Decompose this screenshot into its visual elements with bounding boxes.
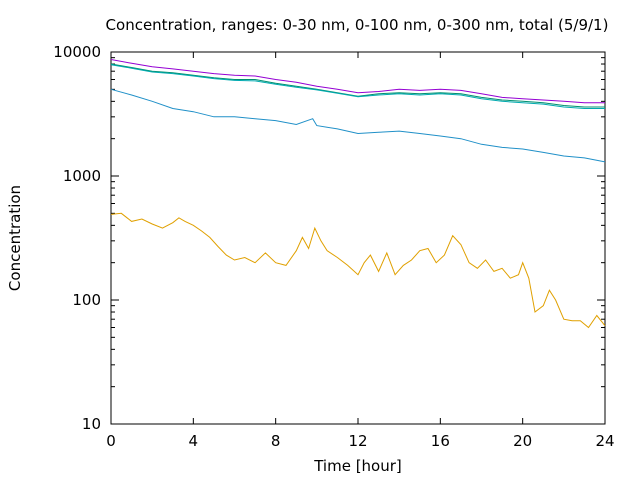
y-tick-label: 100 bbox=[72, 291, 101, 309]
series-line-3 bbox=[110, 63, 605, 108]
y-tick-label: 10000 bbox=[53, 43, 101, 61]
x-tick-label: 16 bbox=[431, 432, 450, 450]
y-tick-label: 10 bbox=[82, 415, 101, 433]
axis-ticks: 0 4 8 12 16 20 24 10 100 1000 10000 bbox=[53, 43, 614, 450]
x-tick-label: 12 bbox=[348, 432, 367, 450]
x-tick-label: 0 bbox=[106, 432, 116, 450]
series-group bbox=[110, 59, 606, 329]
plot-frame bbox=[110, 51, 606, 425]
series-line-1 bbox=[110, 212, 606, 329]
x-axis-label: Time [hour] bbox=[313, 457, 402, 475]
y-axis-label: Concentration bbox=[6, 185, 24, 291]
series-line-2 bbox=[110, 88, 606, 163]
x-tick-label: 4 bbox=[189, 432, 199, 450]
x-tick-label: 20 bbox=[513, 432, 532, 450]
series-line-5 bbox=[110, 64, 605, 109]
x-tick-label: 24 bbox=[595, 432, 614, 450]
y-tick-label: 1000 bbox=[63, 167, 101, 185]
series-line-4 bbox=[110, 59, 605, 104]
x-tick-label: 8 bbox=[271, 432, 281, 450]
chart-title: Concentration, ranges: 0-30 nm, 0-100 nm… bbox=[106, 16, 609, 34]
